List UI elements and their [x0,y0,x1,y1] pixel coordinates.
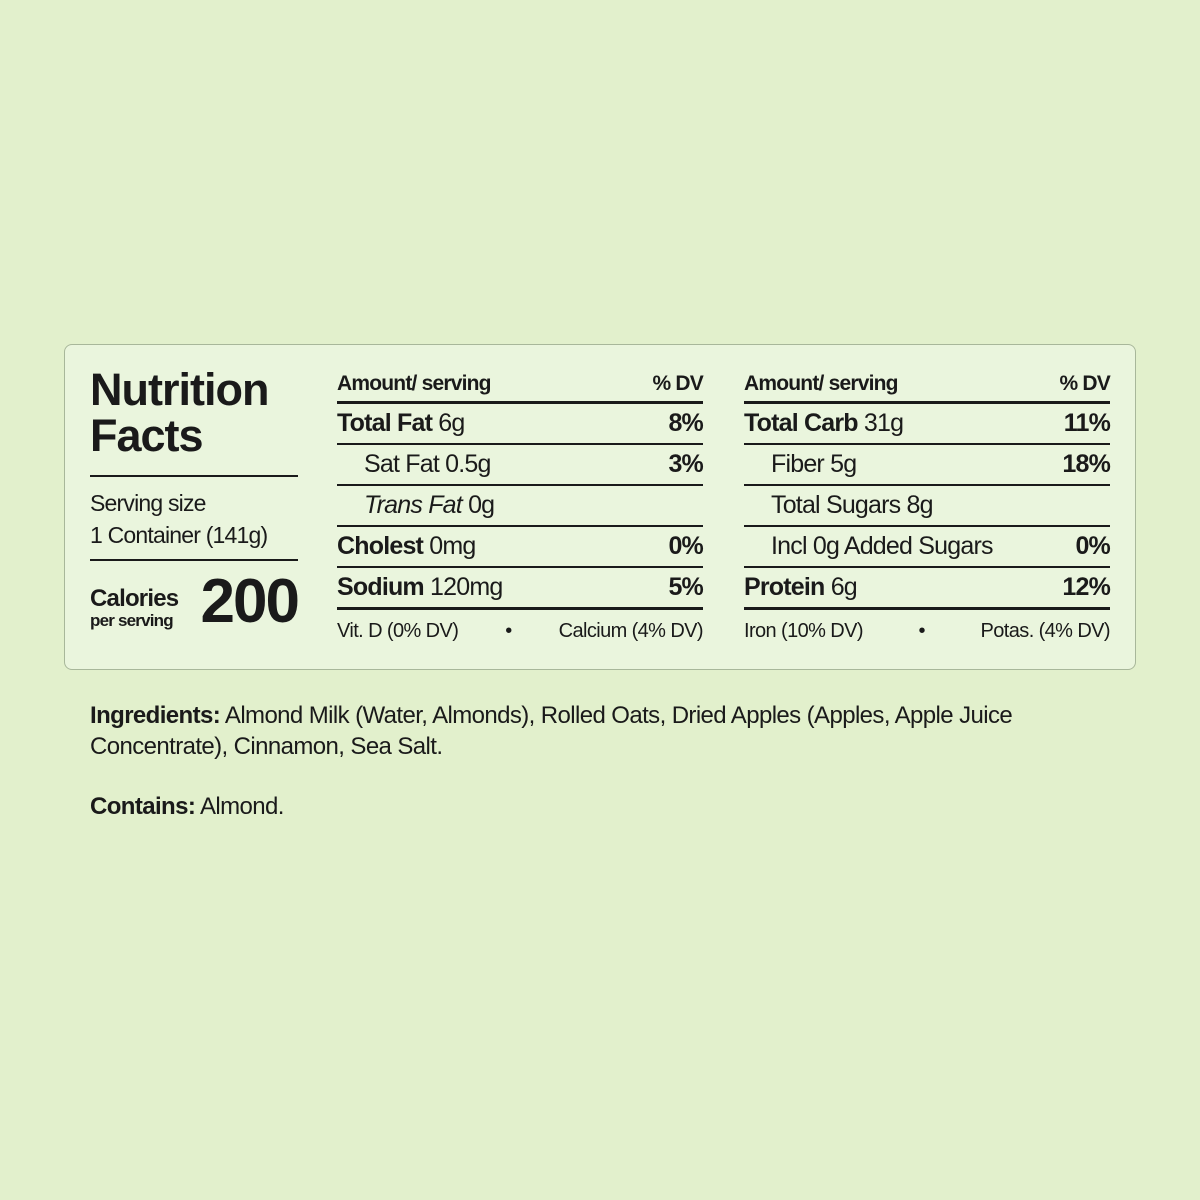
dv-header: % DV [1059,372,1111,395]
serving-size-label: Serving size [90,490,206,516]
nutrient-row: Sodium 120mg 5% [337,568,704,610]
column-header: Amount/ serving % DV [337,367,704,404]
nutrient-name: Sat Fat [364,450,440,478]
nutrient-row: Total Fat 6g 8% [337,404,704,445]
nutrient-dv: 0% [1075,532,1110,560]
nutrient-name: Trans Fat [364,491,463,519]
serving-size: Serving size 1 Container (141g) [90,477,298,559]
nutrient-name: Total Fat [337,409,433,437]
calories: Calories per serving 200 [90,561,300,636]
divider [90,475,298,477]
nutrient-amount: 31g [863,409,904,437]
nutrient-name: Cholest [337,532,424,560]
footer-right: Calcium (4% DV) [558,620,704,642]
vitamins-footer: Vit. D (0% DV) • Calcium (4% DV) [337,610,704,643]
nutrient-row: Cholest 0mg 0% [337,527,704,568]
nutrient-dv: 0% [668,532,703,560]
nutrient-amount: 120mg [430,573,503,601]
calories-value: 200 [200,567,300,636]
nutrient-name: Incl 0g Added Sugars [771,532,993,560]
amount-header: Amount/ serving [337,372,491,395]
column-header: Amount/ serving % DV [744,367,1111,404]
nutrient-column-1: Amount/ serving % DV Total Fat 6g 8% Sat… [337,367,704,643]
contains-text: Almond. [200,793,284,820]
vitamins-footer: Iron (10% DV) • Potas. (4% DV) [744,610,1111,643]
nutrient-row: Protein 6g 12% [744,568,1111,610]
nutrient-amount: 0g [468,491,495,519]
nutrient-dv: 18% [1062,450,1110,478]
footer-separator: • [505,620,512,642]
nutrient-dv: 12% [1062,573,1110,601]
nutrient-amount: 6g [830,573,858,601]
nutrient-row: Total Sugars 8g [744,486,1110,527]
nutrient-row: Total Carb 31g 11% [744,404,1111,445]
nutrient-amount: 6g [438,409,465,437]
nutrient-row: Sat Fat 0.5g 3% [337,445,704,486]
nutrient-amount: 0.5g [445,450,491,478]
title-line-2: Facts [90,410,204,461]
nutrient-name: Protein [744,573,825,601]
nutrient-dv: 11% [1063,409,1111,437]
nutrient-name: Total Sugars [771,491,901,519]
amount-header: Amount/ serving [744,372,898,395]
nutrient-name: Fiber [771,450,825,478]
calories-sub: per serving [90,611,174,630]
nutrient-dv: 5% [668,573,703,601]
contains: Contains: Almond. [90,793,284,821]
title-line-1: Nutrition [90,364,269,415]
nutrition-facts-panel: Nutrition Facts Serving size 1 Container… [64,344,1136,670]
nutrition-summary: Nutrition Facts Serving size 1 Container… [90,364,300,636]
footer-left: Vit. D (0% DV) [337,620,459,642]
nutrient-name: Sodium [337,573,425,601]
nutrient-amount: 8g [906,491,934,519]
nutrient-column-2: Amount/ serving % DV Total Carb 31g 11% … [744,367,1111,643]
footer-separator: • [918,620,926,642]
nutrient-row: Trans Fat 0g [337,486,703,527]
nutrient-amount: 0mg [429,532,476,560]
footer-left: Iron (10% DV) [744,620,864,642]
nutrient-amount: 5g [830,450,857,478]
nutrient-dv: 3% [668,450,703,478]
nutrient-row: Incl 0g Added Sugars 0% [744,527,1111,568]
divider [90,559,298,561]
nutrient-name: Total Carb [744,409,859,437]
ingredients-text: Almond Milk (Water, Almonds), Rolled Oat… [90,702,1013,760]
footer-right: Potas. (4% DV) [980,620,1111,642]
serving-size-value: 1 Container (141g) [90,522,268,548]
dv-header: % DV [652,372,704,395]
nutrient-row: Fiber 5g 18% [744,445,1111,486]
ingredients: Ingredients: Almond Milk (Water, Almonds… [90,700,1090,762]
nutrient-dv: 8% [668,409,703,437]
calories-label: Calories [90,585,179,612]
ingredients-label: Ingredients: [90,702,221,729]
contains-label: Contains: [90,793,196,820]
